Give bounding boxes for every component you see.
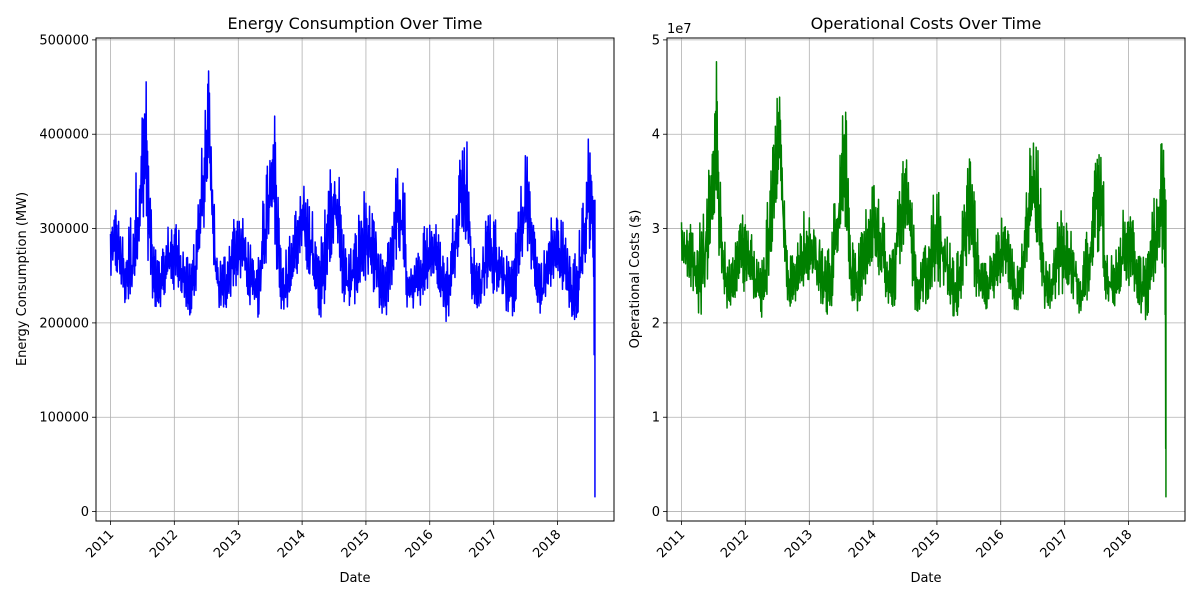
- energy-series-path: [109, 70, 596, 498]
- costs-series-line: [680, 61, 1167, 498]
- costs-grid: [667, 38, 1185, 521]
- energy-y-tick-label: 500000: [39, 33, 89, 48]
- costs-y-axis-label: Operational Costs ($): [628, 210, 643, 349]
- energy-y-tick-label: 300000: [39, 222, 89, 237]
- energy-chart-title: Energy Consumption Over Time: [228, 14, 483, 33]
- costs-y-tick-label: 0: [652, 505, 660, 520]
- costs-chart-title: Operational Costs Over Time: [811, 14, 1042, 33]
- costs-y-ticks: 0 1 2 3 4 5: [652, 33, 667, 520]
- costs-y-tick-label: 3: [652, 222, 660, 237]
- costs-axes-frame: [666, 37, 1186, 522]
- energy-y-tick-label: 0: [81, 505, 89, 520]
- costs-y-tick-label: 4: [652, 128, 660, 143]
- costs-y-tick-label: 2: [652, 316, 660, 331]
- energy-y-ticks: 0 100000 200000 300000 400000 500000: [39, 33, 96, 520]
- energy-y-tick-label: 100000: [39, 411, 89, 426]
- costs-y-multiplier: 1e7: [667, 22, 692, 37]
- costs-y-tick-label: 1: [652, 411, 660, 426]
- costs-series-path: [680, 61, 1167, 498]
- energy-y-tick-label: 400000: [39, 128, 89, 143]
- energy-axes-frame: [95, 37, 615, 522]
- energy-y-axis-label: Energy Consumption (MW): [15, 192, 30, 366]
- energy-series-line: [109, 70, 596, 498]
- costs-y-tick-label: 5: [652, 33, 660, 48]
- energy-y-tick-label: 200000: [39, 316, 89, 331]
- chart-energy: 2011 2012 2013 2014 2015 2016 2017 2018 0100000…: [15, 14, 615, 586]
- costs-x-axis-label: Date: [910, 571, 941, 586]
- energy-x-axis-label: Date: [339, 571, 370, 586]
